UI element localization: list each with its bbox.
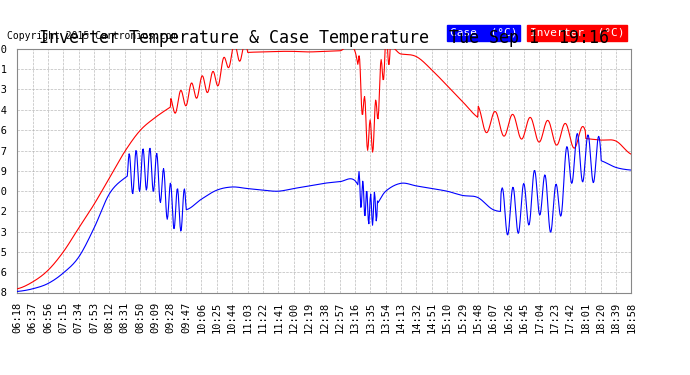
Text: Copyright 2015 Cartronics.com: Copyright 2015 Cartronics.com xyxy=(7,32,177,41)
Text: Inverter  (°C): Inverter (°C) xyxy=(530,28,624,38)
Title: Inverter Temperature & Case Temperature  Tue Sep 1  19:16: Inverter Temperature & Case Temperature … xyxy=(39,29,609,47)
Text: Case  (°C): Case (°C) xyxy=(450,28,518,38)
